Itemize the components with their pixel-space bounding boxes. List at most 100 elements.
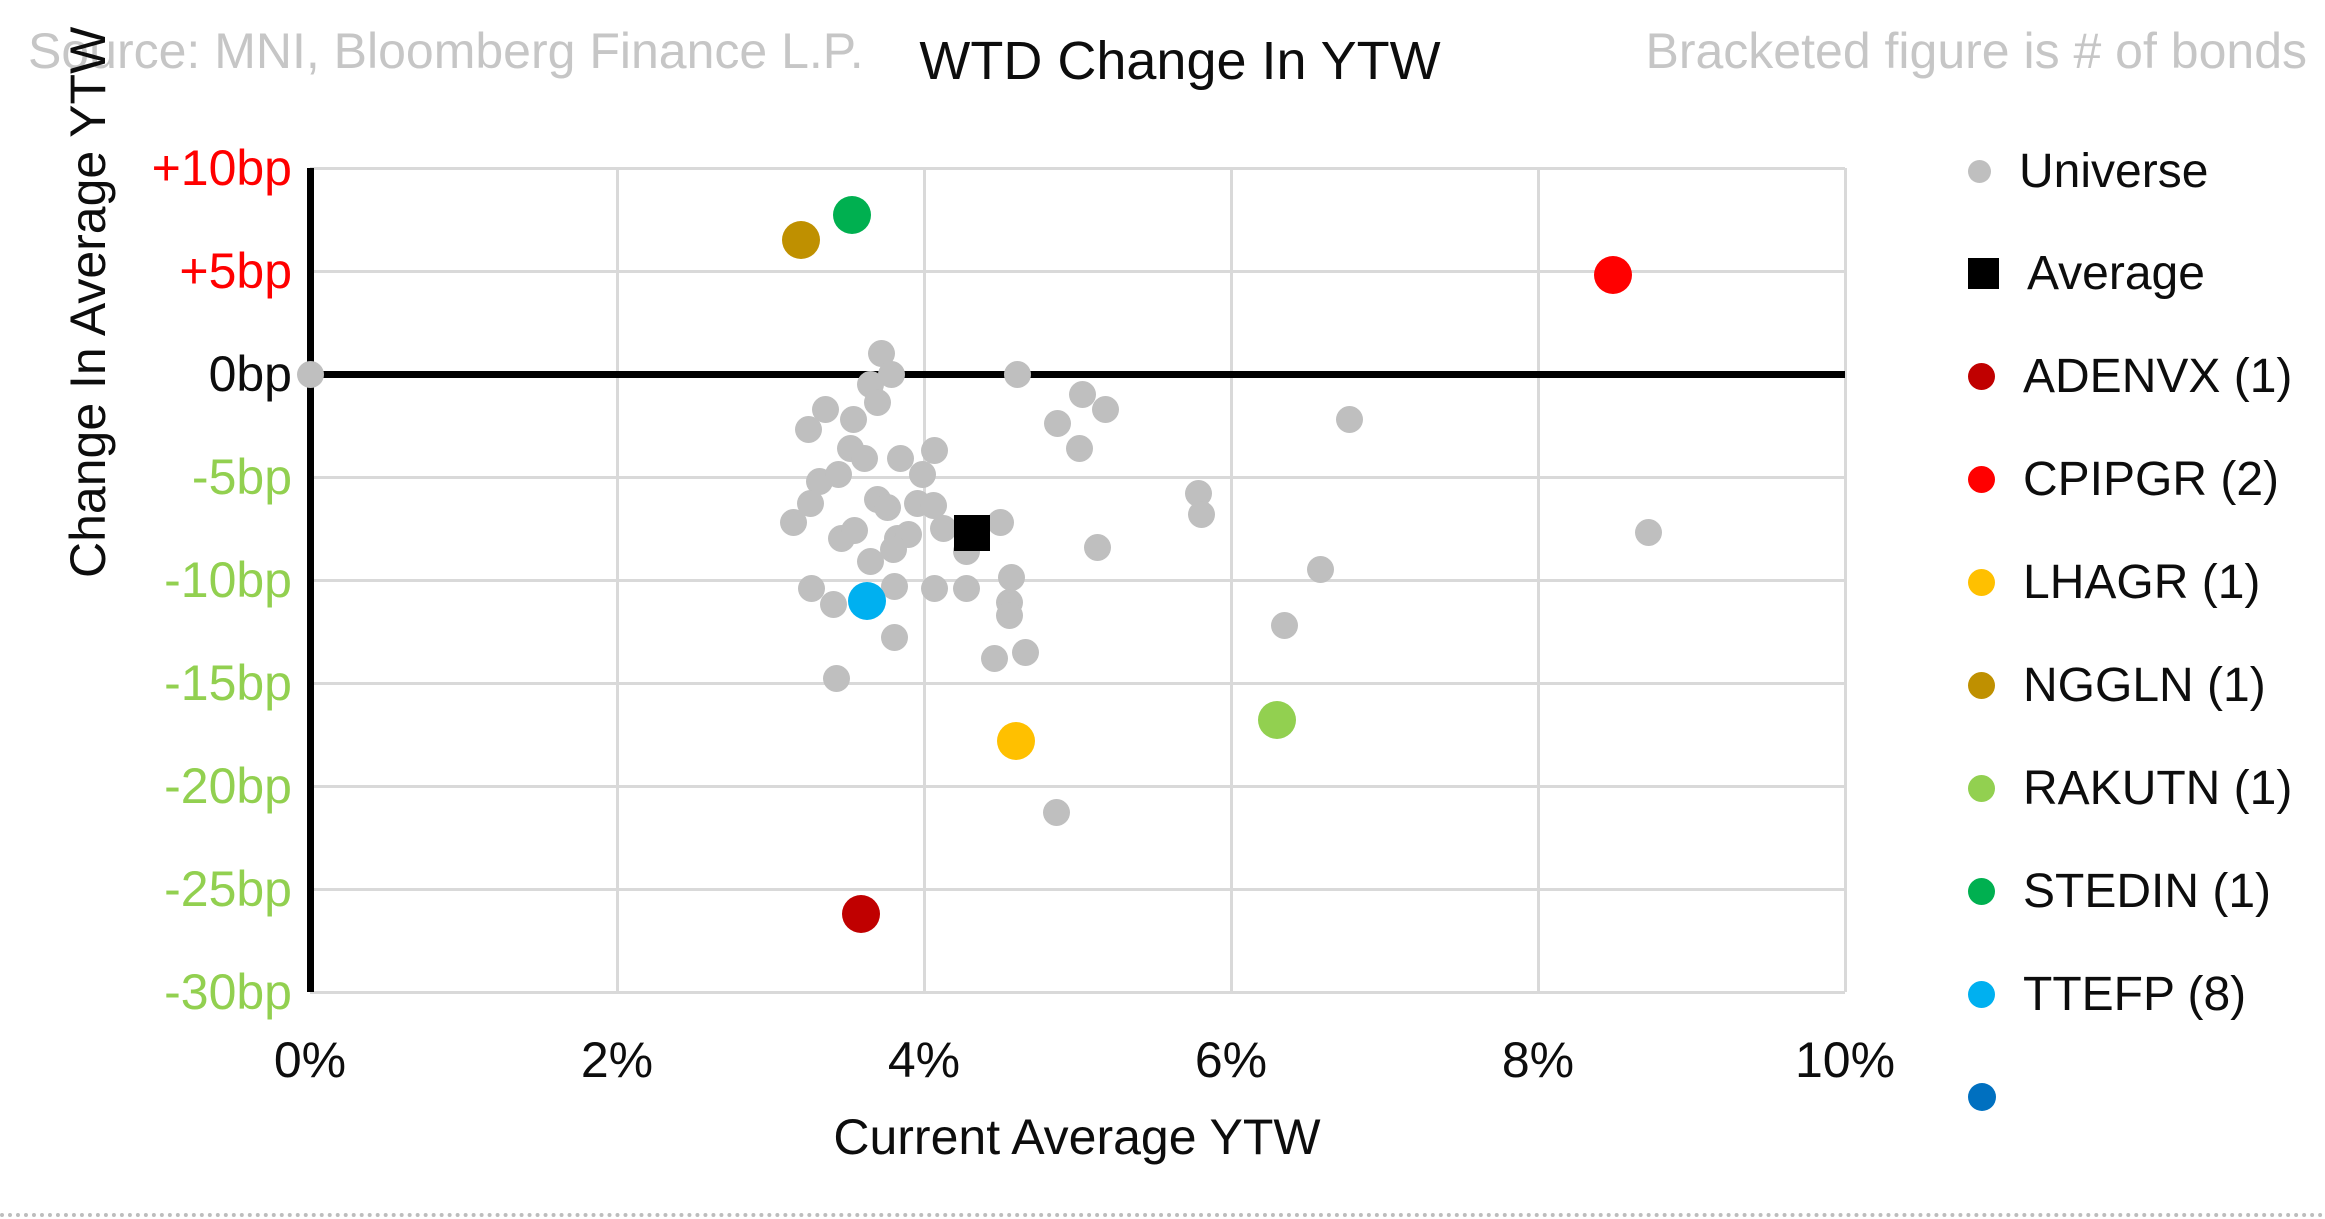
x-tick-label: 8% xyxy=(1501,1032,1575,1088)
universe-point xyxy=(1635,519,1663,547)
universe-point xyxy=(1188,500,1216,528)
legend-item-label: Average xyxy=(2027,247,2205,301)
v-gridline xyxy=(1229,168,1233,992)
universe-point xyxy=(1091,395,1119,423)
y-tick-label: +5bp xyxy=(179,243,292,299)
ttefp-8-point xyxy=(848,581,887,620)
universe-point xyxy=(839,405,867,433)
universe-point xyxy=(881,572,909,600)
legend-item-nggln-1: NGGLN (1) xyxy=(1968,646,2266,726)
universe-point xyxy=(819,591,847,619)
legend-item-label: CPIPGR (2) xyxy=(2023,453,2280,507)
universe-point xyxy=(1271,611,1299,639)
x-tick-label: 0% xyxy=(273,1032,347,1088)
universe-point xyxy=(879,535,907,563)
unlabeled-legend-marker xyxy=(1968,1083,1996,1112)
h-gridline xyxy=(310,475,1845,479)
universe-point xyxy=(921,436,949,464)
universe-point xyxy=(908,461,936,489)
v-gridline xyxy=(1843,168,1847,992)
y-tick-label: +10bp xyxy=(151,140,292,196)
universe-point xyxy=(921,574,949,602)
ttefp-8-legend-marker xyxy=(1968,980,1995,1008)
legend-item-label: Universe xyxy=(2019,144,2209,198)
v-gridline xyxy=(615,168,619,992)
universe-point xyxy=(780,508,808,536)
x-tick-label: 6% xyxy=(1194,1032,1268,1088)
nggln-1-point xyxy=(782,221,821,260)
universe-point xyxy=(881,624,909,652)
h-gridline xyxy=(310,166,1845,170)
legend-item-lhagr-1: LHAGR (1) xyxy=(1968,543,2260,623)
stedin-1-legend-marker xyxy=(1968,877,1995,905)
h-gridline xyxy=(310,784,1845,788)
rakutn-1-point xyxy=(1258,701,1297,740)
legend-item-unlabeled xyxy=(1968,1057,2024,1137)
universe-point xyxy=(953,574,981,602)
universe-point xyxy=(824,461,852,489)
bracket-note: Bracketed figure is # of bonds xyxy=(1645,23,2308,79)
h-gridline xyxy=(310,990,1845,994)
universe-point xyxy=(1044,409,1072,437)
universe-point xyxy=(1335,405,1363,433)
lhagr-1-legend-marker xyxy=(1968,569,1995,597)
universe-point xyxy=(1083,533,1111,561)
x-tick-label: 4% xyxy=(887,1032,961,1088)
legend-item-cpipgr-2: CPIPGR (2) xyxy=(1968,440,2279,520)
universe-point xyxy=(1042,799,1070,827)
universe-point xyxy=(296,360,324,388)
h-gridline xyxy=(310,269,1845,273)
legend-item-average: Average xyxy=(1968,234,2205,314)
legend-item-label: ADENVX (1) xyxy=(2023,350,2293,404)
universe-point xyxy=(919,492,947,520)
cpipgr-2-legend-marker xyxy=(1968,466,1995,494)
cpipgr-2-point xyxy=(1594,256,1633,295)
x-tick-label: 10% xyxy=(1794,1032,1896,1088)
y-tick-label: 0bp xyxy=(208,346,292,402)
universe-point xyxy=(1011,638,1039,666)
y-tick-label: -5bp xyxy=(191,449,292,505)
average-legend-marker xyxy=(1968,258,1999,290)
legend-item-ttefp-8: TTEFP (8) xyxy=(1968,954,2246,1034)
adenvx-1-point xyxy=(842,894,881,933)
universe-point xyxy=(873,494,901,522)
y-tick-label: -15bp xyxy=(164,655,292,711)
h-gridline xyxy=(310,887,1845,891)
bottom-dotted-border xyxy=(0,1213,2325,1217)
universe-point xyxy=(1306,556,1334,584)
average-point xyxy=(953,514,990,551)
y-tick-label: -20bp xyxy=(164,758,292,814)
legend-item-label: NGGLN (1) xyxy=(2023,659,2266,712)
y-axis-line xyxy=(306,168,314,992)
stedin-1-point xyxy=(832,196,871,235)
universe-point xyxy=(795,416,823,444)
universe-point xyxy=(997,564,1025,592)
nggln-1-legend-marker xyxy=(1968,672,1995,699)
universe-point xyxy=(850,444,878,472)
universe-point xyxy=(841,517,869,545)
v-gridline xyxy=(1536,168,1540,992)
universe-point xyxy=(856,547,884,575)
lhagr-1-point xyxy=(997,721,1036,760)
y-tick-label: -30bp xyxy=(164,964,292,1020)
legend-item-label: RAKUTN (1) xyxy=(2023,761,2293,815)
h-gridline xyxy=(310,578,1845,582)
chart-title: WTD Change In YTW xyxy=(919,31,1441,91)
universe-point xyxy=(1065,434,1093,462)
legend-item-stedin-1: STEDIN (1) xyxy=(1968,851,2271,931)
x-axis-title: Current Average YTW xyxy=(833,1109,1321,1165)
legend-item-adenvx-1: ADENVX (1) xyxy=(1968,337,2292,417)
universe-point xyxy=(1004,360,1032,388)
legend-item-universe: Universe xyxy=(1968,131,2208,211)
x-tick-label: 2% xyxy=(580,1032,654,1088)
universe-point xyxy=(1068,381,1096,409)
universe-legend-marker xyxy=(1968,159,1991,183)
adenvx-1-legend-marker xyxy=(1968,363,1995,391)
universe-point xyxy=(823,665,850,693)
universe-point xyxy=(981,644,1009,672)
universe-point xyxy=(987,508,1015,536)
h-gridline xyxy=(310,681,1845,685)
source-note: Source: MNI, Bloomberg Finance L.P. xyxy=(28,23,864,79)
y-tick-label: -25bp xyxy=(164,861,292,917)
